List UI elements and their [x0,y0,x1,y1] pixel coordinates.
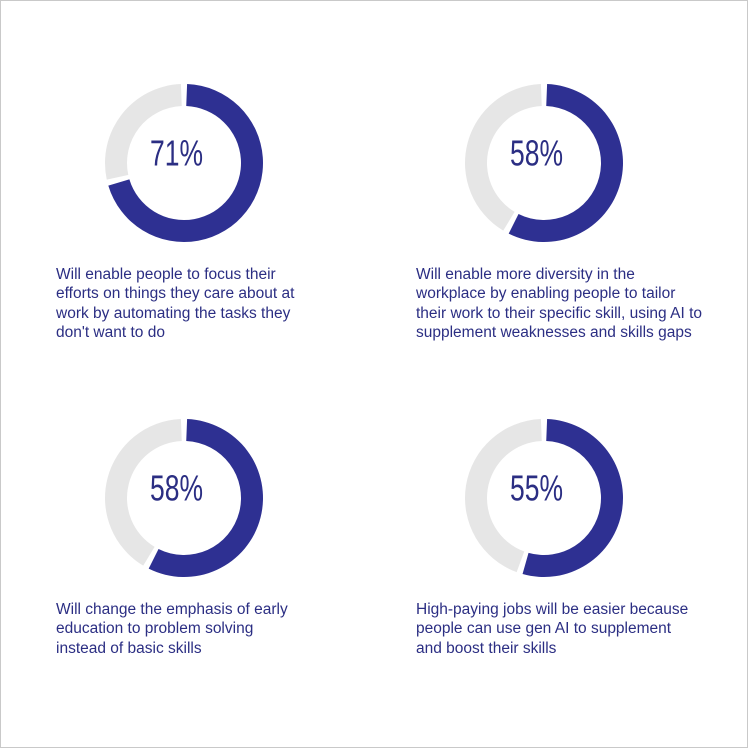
svg-text:58%: 58% [510,133,563,174]
svg-text:58%: 58% [150,468,203,509]
svg-text:71%: 71% [150,133,203,174]
svg-text:55%: 55% [510,468,563,509]
